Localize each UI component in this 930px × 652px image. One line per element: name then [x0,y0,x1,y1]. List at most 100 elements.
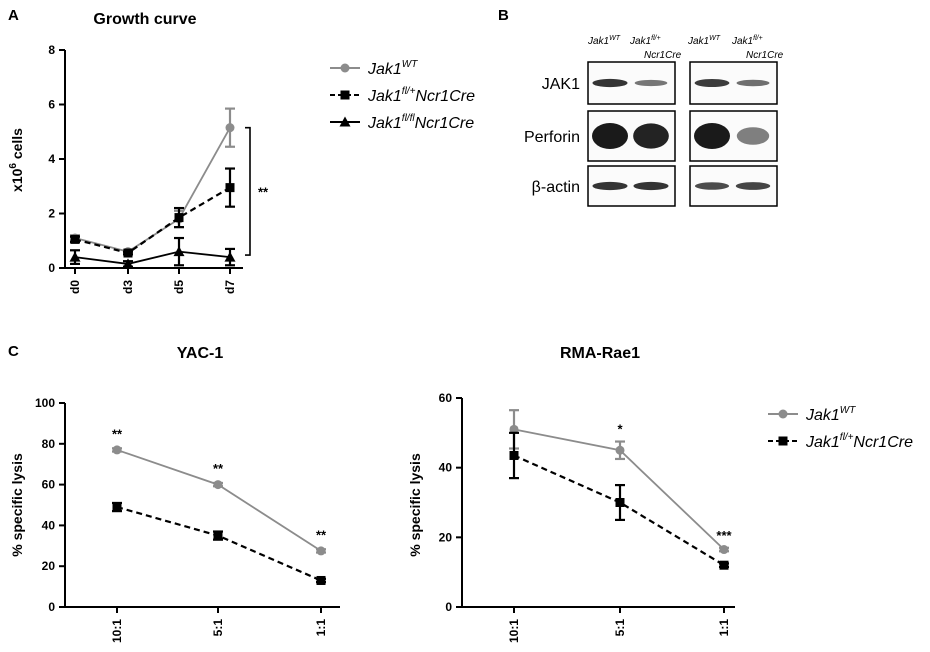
data-point-wt [112,445,122,455]
lane-header: Jak1WT [687,35,721,47]
panel-label-b: B [498,7,509,24]
blot-row-label: β-actin [532,179,580,196]
significance-label: ** [213,461,224,476]
data-point-het [509,450,519,460]
lane-header-sub: Ncr1Cre [644,50,682,61]
western-blot-panel: Jak1WT Jak1fl/+ Ncr1Cre Jak1WT Jak1fl/+ Ncr1C… [524,35,784,207]
x-tick-label: 10:1 [110,619,124,643]
significance-label: ** [258,184,269,199]
y-tick-label: 20 [42,559,56,573]
legend-c-het-marker [778,436,788,446]
data-point-het [112,502,122,512]
y-tick-label: 40 [42,518,56,532]
protein-band [592,78,628,88]
data-point-het [316,575,326,585]
data-point-het [225,183,235,193]
legend-het-label: Jak1fl/+Ncr1Cre [367,86,475,105]
significance-label: *** [716,528,732,543]
data-point-ko [122,258,134,269]
x-tick-label: 10:1 [507,619,521,643]
chart-title: Growth curve [93,11,196,28]
chart-title: YAC-1 [177,345,224,362]
yac1-lysis-chart: YAC-1 0 20 40 60 80 100 10:1 5:1 1:1 % specific ly… [9,345,340,643]
chart-title: RMA-Rae1 [560,345,640,362]
protein-band [736,127,770,145]
series-wt [509,409,729,555]
data-point-het [615,498,625,507]
y-tick-label: 20 [439,530,453,544]
y-tick-label: 60 [42,478,56,492]
series-line-het [116,505,322,582]
y-tick-label: 40 [439,461,453,475]
legend-c-het-label: Jak1fl/+Ncr1Cre [805,432,913,451]
growth-curve-chart: Growth curve 0 2 4 6 8 d0 d3 d5 d7 x106 cells ** Jak… [8,11,475,294]
lysis-legend: Jak1WT Jak1fl/+Ncr1Cre [768,405,913,451]
protein-band [633,123,669,149]
y-axis-label: x106 cells [8,128,25,192]
x-tick-label: 1:1 [314,619,328,637]
legend-c-wt-label: Jak1WT [805,405,856,424]
series-line-het [74,186,231,255]
series-wt [70,107,235,257]
series-wt [112,445,326,556]
legend-wt-marker [340,63,350,73]
data-point-wt [615,445,625,455]
y-tick-label: 100 [35,396,55,410]
protein-band [735,182,771,190]
data-point-het [123,248,133,258]
blot-row-label: JAK1 [542,76,580,93]
y-tick-label: 0 [48,600,55,614]
y-tick-label: 8 [48,43,55,57]
legend-wt-label: Jak1WT [367,59,418,78]
significance-bracket [245,126,251,256]
protein-band [694,123,730,149]
data-point-wt [719,545,729,555]
x-tick-label: d7 [223,280,237,294]
x-tick-label: 1:1 [717,619,731,637]
data-point-het [213,531,223,541]
y-tick-label: 0 [445,600,452,614]
protein-band [694,182,730,190]
y-tick-label: 60 [439,391,453,405]
protein-band [592,181,628,191]
x-tick-label: 5:1 [211,619,225,637]
y-tick-label: 4 [48,152,55,166]
panel-label-a: A [8,7,19,24]
data-point-het [174,213,184,223]
series-line-ko [74,250,231,265]
data-point-ko [224,251,236,262]
significance-label: ** [316,527,327,542]
lane-header-sub: Ncr1Cre [746,50,784,61]
legend-ko-marker [339,116,351,127]
series-ko [69,236,236,269]
data-point-ko [69,251,81,262]
series-het [70,167,235,258]
x-tick-label: d0 [68,280,82,294]
data-point-het [70,234,80,244]
lane-header: Jak1fl/+ [731,35,763,47]
panel-label-c: C [8,343,19,360]
significance-label: * [617,422,623,437]
blot-row-label: Perforin [524,129,580,146]
y-axis-label: % specific lysis [9,453,25,557]
x-tick-label: d3 [121,280,135,294]
x-tick-label: d5 [172,280,186,294]
data-point-het [719,560,729,570]
rma-rae1-lysis-chart: RMA-Rae1 0 20 40 60 10:1 5:1 1:1 % specific lysi… [407,345,735,643]
data-point-ko [173,246,185,257]
legend-c-wt-marker [778,409,788,419]
protein-band [592,123,628,149]
legend-ko-label: Jak1fl/flNcr1Cre [367,113,474,132]
series-het [112,501,326,585]
protein-band [633,181,669,191]
significance-label: ** [112,426,123,441]
y-axis-label: % specific lysis [407,453,423,557]
data-point-wt [225,123,235,133]
protein-band [634,79,668,87]
y-tick-label: 2 [48,207,55,221]
series-het [509,431,729,570]
y-tick-label: 0 [48,261,55,275]
data-point-wt [509,424,519,434]
series-line-wt [74,127,231,253]
